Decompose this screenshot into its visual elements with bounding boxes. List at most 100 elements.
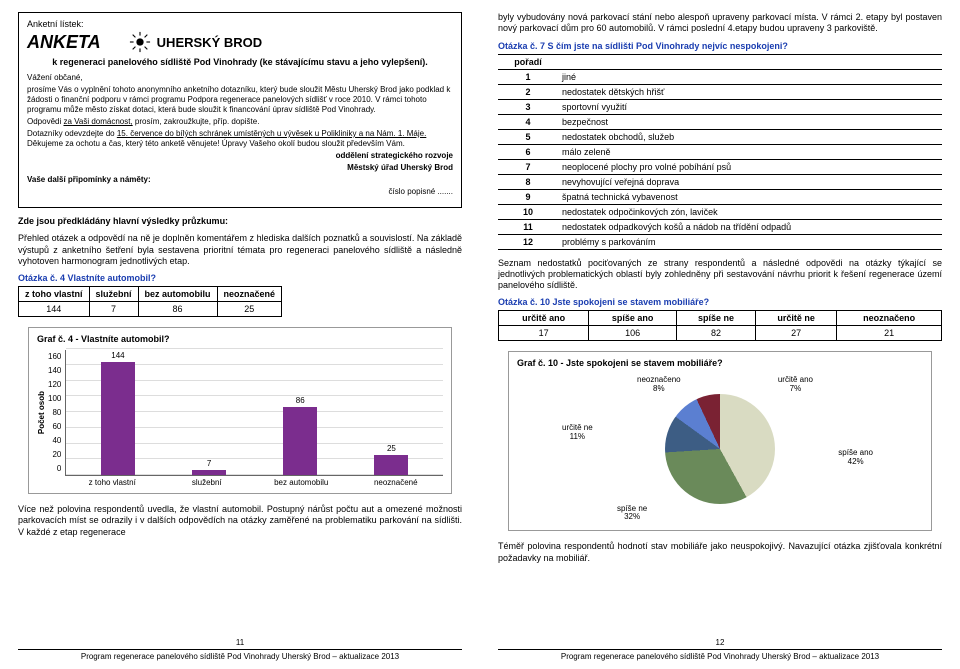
x-tick: bez automobilu — [271, 478, 331, 487]
q4-v2: 86 — [138, 302, 217, 317]
y-tick: 40 — [48, 434, 61, 448]
rank-text: jiné — [558, 69, 942, 84]
pie-label-spiseano: spíše ano42% — [838, 449, 873, 467]
table-row: z toho vlastní služební bez automobilu n… — [19, 287, 282, 302]
bar-rect — [374, 455, 408, 475]
rank-text: nedostatek obchodů, služeb — [558, 129, 942, 144]
x-axis-labels: z toho vlastníslužebníbez automobiluneoz… — [37, 478, 443, 487]
pie-chart — [665, 394, 775, 504]
survey-box: Anketní lístek: ANKETA UHERSKÝ BROD — [18, 12, 462, 208]
q7-h1 — [558, 54, 942, 69]
q10-v4: 21 — [837, 326, 942, 341]
rank-text: neoplocené plochy pro volné pobíhání psů — [558, 159, 942, 174]
footer-right: 12 Program regenerace panelového sídlišt… — [498, 638, 942, 661]
rank-text: sportovní využití — [558, 99, 942, 114]
anketa-title: ANKETA — [27, 32, 101, 53]
rank-num: 7 — [498, 159, 558, 174]
table-row: 8nevyhovující veřejná doprava — [498, 174, 942, 189]
q10-h4: neoznačeno — [837, 311, 942, 326]
chart10: Graf č. 10 - Jste spokojeni se stavem mo… — [508, 351, 932, 531]
q10-h2: spíše ne — [676, 311, 755, 326]
y-tick: 140 — [48, 364, 61, 378]
rank-num: 6 — [498, 144, 558, 159]
chart4-title: Graf č. 4 - Vlastníte automobil? — [37, 334, 443, 344]
bar-rect — [192, 470, 226, 476]
right-mid-para: Seznam nedostatků pociťovaných ze strany… — [498, 258, 942, 292]
rank-num: 8 — [498, 174, 558, 189]
table-row: 17 106 82 27 21 — [499, 326, 942, 341]
x-tick: neoznačené — [366, 478, 426, 487]
right-bottom-para: Téměř polovina respondentů hodnotí stav … — [498, 541, 942, 564]
table-row: 11nedostatek odpadkových košů a nádob na… — [498, 219, 942, 234]
table-row: 4bezpečnost — [498, 114, 942, 129]
q4-title: Otázka č. 4 Vlastníte automobil? — [18, 273, 462, 283]
table-row: 10nedostatek odpočinkových zón, laviček — [498, 204, 942, 219]
rank-num: 4 — [498, 114, 558, 129]
page-num-left: 11 — [18, 638, 462, 647]
rank-text: špatná technická vybavenost — [558, 189, 942, 204]
logo-text: UHERSKÝ BROD — [157, 35, 262, 50]
rank-text: problémy s parkováním — [558, 234, 942, 249]
bar-value: 144 — [111, 351, 124, 360]
table-row: 7neoplocené plochy pro volné pobíhání ps… — [498, 159, 942, 174]
bar-rect — [101, 362, 135, 475]
q10-v2: 82 — [676, 326, 755, 341]
footer-text-right: Program regenerace panelového sídliště P… — [498, 649, 942, 661]
rank-text: málo zeleně — [558, 144, 942, 159]
x-tick: z toho vlastní — [82, 478, 142, 487]
q7-h0: pořadí — [498, 54, 558, 69]
q4-v0: 144 — [19, 302, 90, 317]
q4-table: z toho vlastní služební bez automobilu n… — [18, 286, 282, 317]
bar: 25 — [361, 444, 421, 475]
survey-body: Vážení občané, prosíme Vás o vyplnění to… — [27, 73, 453, 197]
y-tick: 100 — [48, 392, 61, 406]
survey-notes: Vaše další připomínky a náměty: — [27, 175, 453, 185]
rank-num: 9 — [498, 189, 558, 204]
q4-v3: 25 — [217, 302, 282, 317]
pie-area: neoznačeno8% určitě ano7% spíše ano42% s… — [517, 374, 923, 524]
rank-num: 2 — [498, 84, 558, 99]
bar: 7 — [179, 459, 239, 476]
q10-v0: 17 — [499, 326, 589, 341]
sun-icon — [129, 31, 151, 53]
bar-chart: Počet osob 020406080100120140160 1447862… — [37, 350, 443, 476]
logo: UHERSKÝ BROD — [129, 31, 262, 53]
q10-h1: spíše ano — [589, 311, 677, 326]
table-row: 5nedostatek obchodů, služeb — [498, 129, 942, 144]
survey-cislo: číslo popisné ....... — [27, 187, 453, 197]
chart10-title: Graf č. 10 - Jste spokojeni se stavem mo… — [517, 358, 923, 368]
q10-v1: 106 — [589, 326, 677, 341]
table-row: 3sportovní využití — [498, 99, 942, 114]
y-tick: 120 — [48, 378, 61, 392]
q4-h1: služební — [89, 287, 138, 302]
rank-text: nedostatek dětských hřišť — [558, 84, 942, 99]
table-row: 144 7 86 25 — [19, 302, 282, 317]
rank-num: 11 — [498, 219, 558, 234]
q4-h0: z toho vlastní — [19, 287, 90, 302]
q10-h3: určitě ne — [755, 311, 836, 326]
q7-table: pořadí 1jiné2nedostatek dětských hřišť3s… — [498, 54, 942, 250]
rank-num: 10 — [498, 204, 558, 219]
pie-label-spisene: spíše ne32% — [617, 505, 647, 523]
left-bottom-para: Více než polovina respondentů uvedla, že… — [18, 504, 462, 538]
pie-label-urcano: určitě ano7% — [778, 376, 813, 394]
chart4: Graf č. 4 - Vlastníte automobil? Počet o… — [28, 327, 452, 494]
rank-text: nedostatek odpočinkových zón, laviček — [558, 204, 942, 219]
rank-text: bezpečnost — [558, 114, 942, 129]
survey-label: Anketní lístek: — [27, 19, 453, 29]
rank-text: nevyhovující veřejná doprava — [558, 174, 942, 189]
table-row: 6málo zeleně — [498, 144, 942, 159]
results-para: Přehled otázek a odpovědí na ně je dopln… — [18, 233, 462, 267]
rank-num: 1 — [498, 69, 558, 84]
y-tick: 160 — [48, 350, 61, 364]
survey-p1: Vážení občané, — [27, 73, 453, 83]
table-row: 2nedostatek dětských hřišť — [498, 84, 942, 99]
survey-p3: Odpovědi za Vaši domácnost, prosím, zakr… — [27, 117, 453, 127]
footer-text-left: Program regenerace panelového sídliště P… — [18, 649, 462, 661]
y-tick: 0 — [48, 462, 61, 476]
results-heading: Zde jsou předkládány hlavní výsledky prů… — [18, 216, 462, 227]
survey-subtitle: k regeneraci panelového sídliště Pod Vin… — [27, 57, 453, 67]
footer-left: 11 Program regenerace panelového sídlišt… — [18, 638, 462, 661]
pie-label-urcne: určitě ne11% — [562, 424, 593, 442]
y-tick: 80 — [48, 406, 61, 420]
